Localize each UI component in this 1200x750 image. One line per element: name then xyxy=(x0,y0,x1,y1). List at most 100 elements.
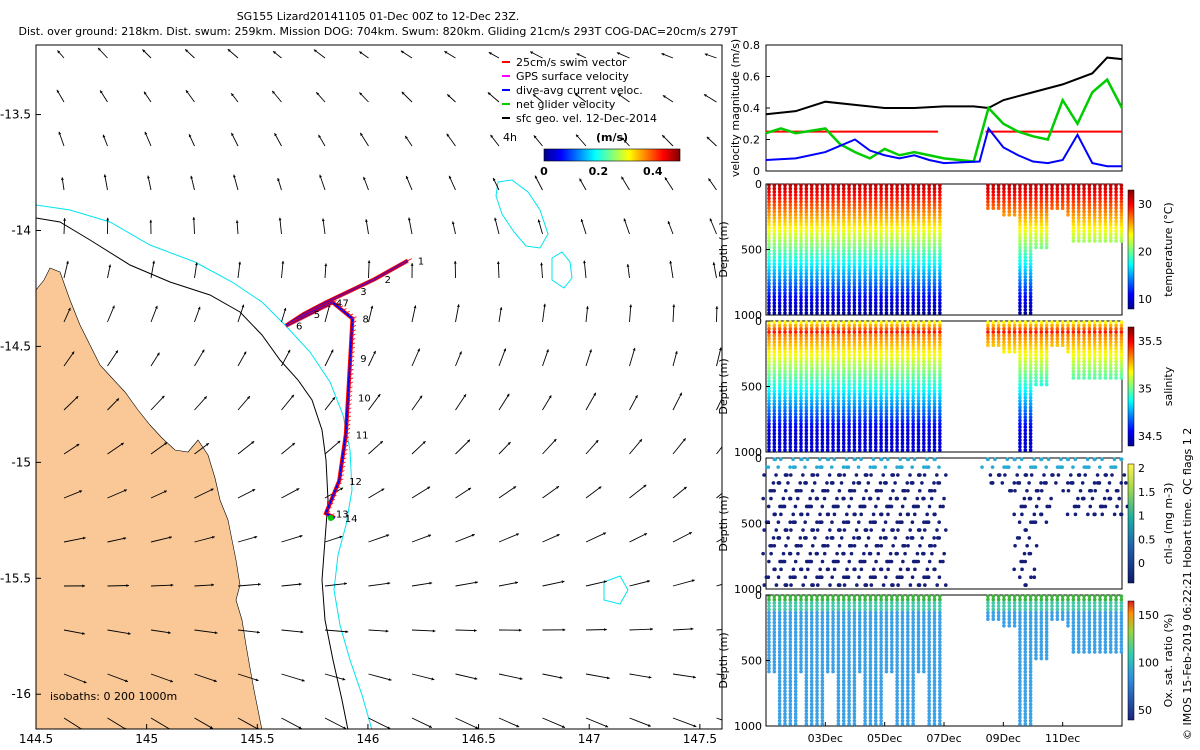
profile-point xyxy=(1066,190,1070,194)
profile-point xyxy=(868,285,873,289)
profile-point xyxy=(1098,336,1102,341)
current-vector-head xyxy=(231,132,234,136)
profile-point xyxy=(1076,196,1081,201)
profile-point xyxy=(1076,206,1081,211)
profile-point xyxy=(879,402,883,406)
current-vector-head xyxy=(519,677,523,680)
profile-point xyxy=(777,405,782,410)
profile-point xyxy=(767,356,771,361)
profile-point xyxy=(922,376,926,380)
profile-point xyxy=(1082,366,1086,370)
profile-point xyxy=(908,528,913,532)
section-colorbar-tick: 30 xyxy=(1138,198,1152,211)
profile-point xyxy=(889,372,894,377)
swim-vector xyxy=(370,278,375,282)
figure-subtitle: Dist. over ground: 218km. Dist. swum: 25… xyxy=(19,25,738,38)
current-vector xyxy=(585,306,589,323)
profile-point xyxy=(772,301,777,306)
profile-point xyxy=(873,392,878,397)
profile-point xyxy=(1034,356,1038,361)
profile-point xyxy=(910,465,914,469)
profile-point xyxy=(831,193,835,197)
current-vector xyxy=(107,350,119,367)
profile-point xyxy=(916,392,921,397)
profile-point xyxy=(777,536,781,540)
profile-point xyxy=(1066,488,1071,493)
profile-point xyxy=(767,379,771,384)
profile-point xyxy=(911,193,915,197)
profile-point xyxy=(1103,340,1108,344)
profile-point xyxy=(868,425,873,429)
profile-point xyxy=(938,288,942,292)
profile-point xyxy=(911,255,915,260)
profile-point xyxy=(884,271,889,276)
profile-point xyxy=(804,343,809,348)
profile-point xyxy=(1029,575,1033,580)
profile-point xyxy=(863,268,867,273)
current-vector xyxy=(150,442,168,455)
profile-point xyxy=(820,376,825,380)
profile-point xyxy=(793,559,798,564)
profile-point xyxy=(922,395,926,400)
profile-point xyxy=(809,323,814,328)
profile-point xyxy=(932,376,937,380)
current-vector-head xyxy=(574,93,578,97)
profile-point xyxy=(911,232,915,237)
profile-point xyxy=(1034,242,1038,247)
profile-point xyxy=(879,392,883,397)
map-xtick-label: 145.5 xyxy=(240,732,274,746)
profile-point xyxy=(847,232,851,237)
profile-point xyxy=(767,209,771,214)
profile-point xyxy=(884,219,889,224)
profile-point xyxy=(841,255,846,260)
profile-point xyxy=(991,333,996,338)
profile-point xyxy=(1044,481,1048,485)
current-vector-head xyxy=(257,630,260,634)
profile-point xyxy=(1018,441,1022,446)
profile-point xyxy=(884,255,889,260)
profile-point xyxy=(793,307,798,312)
profile-point xyxy=(847,235,851,240)
profile-point xyxy=(911,268,915,273)
swim-vector xyxy=(352,316,357,319)
profile-point xyxy=(916,418,921,423)
profile-point xyxy=(820,311,825,315)
profile-point xyxy=(841,333,846,338)
profile-point xyxy=(922,206,926,211)
profile-point xyxy=(906,304,910,309)
profile-point xyxy=(804,281,809,286)
profile-point xyxy=(1098,199,1102,204)
profile-point xyxy=(873,465,877,469)
profile-point xyxy=(874,559,878,564)
profile-point xyxy=(943,583,948,587)
profile-point xyxy=(884,186,889,191)
profile-point xyxy=(1103,186,1108,191)
current-vector-head xyxy=(56,89,60,93)
profile-point xyxy=(895,229,899,233)
profile-point xyxy=(767,353,771,357)
profile-point xyxy=(873,311,878,315)
profile-point xyxy=(836,402,841,406)
velocity-ytick-label: 0.2 xyxy=(743,134,761,147)
current-vector-head xyxy=(82,584,85,588)
profile-point xyxy=(857,327,862,331)
profile-point xyxy=(852,307,857,312)
profile-point xyxy=(922,183,926,188)
profile-point xyxy=(767,359,771,364)
current-vector-head xyxy=(583,260,586,264)
profile-point xyxy=(809,222,814,227)
profile-point xyxy=(831,196,835,201)
current-vector-head xyxy=(662,95,666,98)
swim-vector xyxy=(392,266,398,270)
profile-point xyxy=(1044,239,1049,243)
profile-point xyxy=(1076,222,1081,227)
profile-point xyxy=(879,366,883,370)
profile-point xyxy=(1018,190,1022,194)
profile-point xyxy=(863,203,867,207)
profile-point xyxy=(1060,343,1065,348)
profile-point xyxy=(831,444,835,449)
profile-point xyxy=(836,239,841,243)
profile-point xyxy=(815,209,819,214)
profile-point xyxy=(777,196,782,201)
profile-point xyxy=(815,222,819,227)
